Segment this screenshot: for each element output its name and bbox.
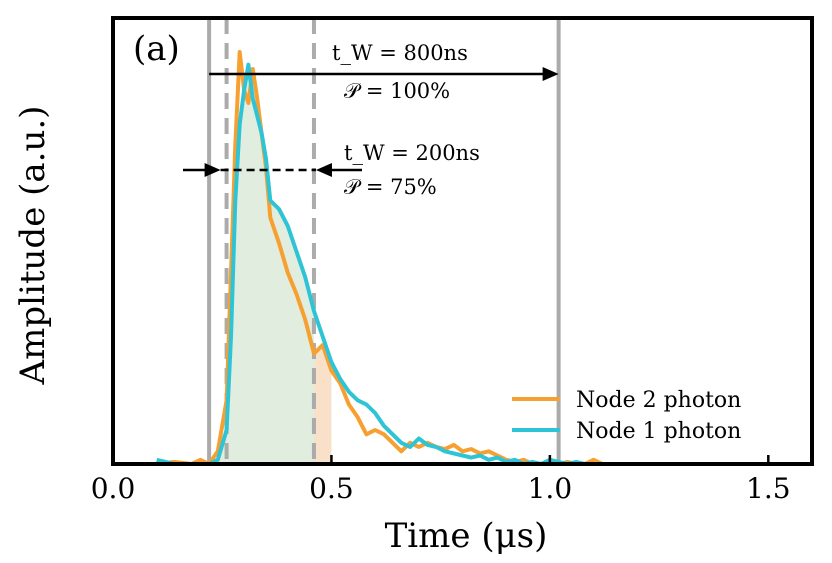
- narrow-right-arrowhead: [315, 163, 332, 177]
- wide-window-probability-label: 𝒫 = 100%: [344, 79, 450, 103]
- legend: Node 2 photon Node 1 photon: [512, 388, 741, 444]
- legend-label-0: Node 2 photon: [576, 388, 741, 413]
- series-lines: [156, 50, 604, 466]
- series-line-node-2: [156, 50, 604, 466]
- x-tick-label-0: 0.0: [91, 472, 136, 505]
- legend-label-1: Node 1 photon: [576, 419, 741, 444]
- y-axis-title: Amplitude (a.u.): [13, 106, 53, 386]
- series-line-node-1: [156, 62, 603, 466]
- wide-window-arrowhead: [542, 67, 559, 81]
- x-tick-label-3: 1.5: [746, 472, 791, 505]
- wide-window-duration-label: t_W = 800ns: [332, 41, 468, 65]
- narrow-window-probability-label: 𝒫 = 75%: [344, 175, 437, 199]
- orange-fill-area: [313, 345, 332, 464]
- x-tick-label-1: 0.5: [309, 472, 354, 505]
- narrow-left-arrowhead: [204, 163, 221, 177]
- panel-label: (a): [133, 29, 180, 69]
- x-tick-label-2: 1.0: [528, 472, 573, 505]
- narrow-window-duration-label: t_W = 200ns: [344, 141, 480, 165]
- annotations: t_W = 800ns 𝒫 = 100% t_W = 200ns 𝒫 = 75%: [183, 41, 559, 199]
- window-lines: [207, 18, 561, 464]
- x-axis-title: Time (μs): [385, 516, 548, 556]
- shaded-areas: [209, 64, 332, 464]
- x-ticks: 0.0 0.5 1.0 1.5: [91, 455, 791, 505]
- green-fill-area: [209, 64, 314, 464]
- plot-frame: [111, 16, 814, 466]
